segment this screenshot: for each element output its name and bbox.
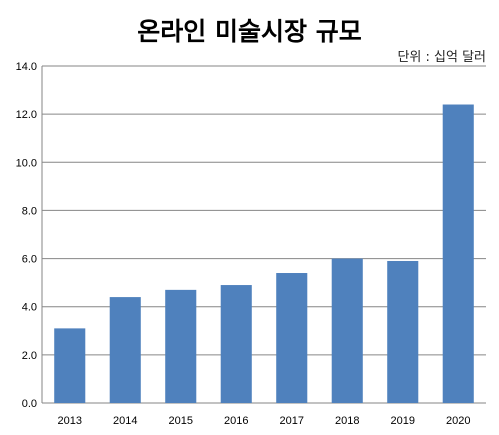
y-tick-label: 14.0 <box>16 61 37 73</box>
x-tick-label: 2014 <box>113 415 137 427</box>
chart-title: 온라인 미술시장 규모 <box>137 17 362 46</box>
y-tick-label: 10.0 <box>16 157 37 169</box>
y-tick-label: 8.0 <box>22 205 37 217</box>
bar-2016 <box>220 285 252 403</box>
y-tick-label: 12.0 <box>16 109 37 121</box>
bar-2013 <box>54 328 86 403</box>
x-tick-label: 2018 <box>335 415 359 427</box>
unit-label: 단위 : 십억 달러 <box>397 50 486 65</box>
x-tick-label: 2016 <box>224 415 248 427</box>
x-tick-label: 2019 <box>391 415 415 427</box>
y-tick-label: 0.0 <box>22 398 37 410</box>
bar-2018 <box>331 258 363 403</box>
x-tick-label: 2020 <box>446 415 470 427</box>
x-tick-label: 2017 <box>280 415 304 427</box>
y-tick-label: 2.0 <box>22 350 37 362</box>
bar-2019 <box>387 260 419 403</box>
y-tick-label: 6.0 <box>22 254 37 266</box>
bar-2020 <box>442 104 474 403</box>
x-tick-label: 2015 <box>169 415 193 427</box>
x-tick-label: 2013 <box>58 415 82 427</box>
y-tick-label: 4.0 <box>22 302 37 314</box>
bar-2015 <box>165 289 197 403</box>
bar-2017 <box>276 273 308 403</box>
bar-2014 <box>109 297 141 403</box>
